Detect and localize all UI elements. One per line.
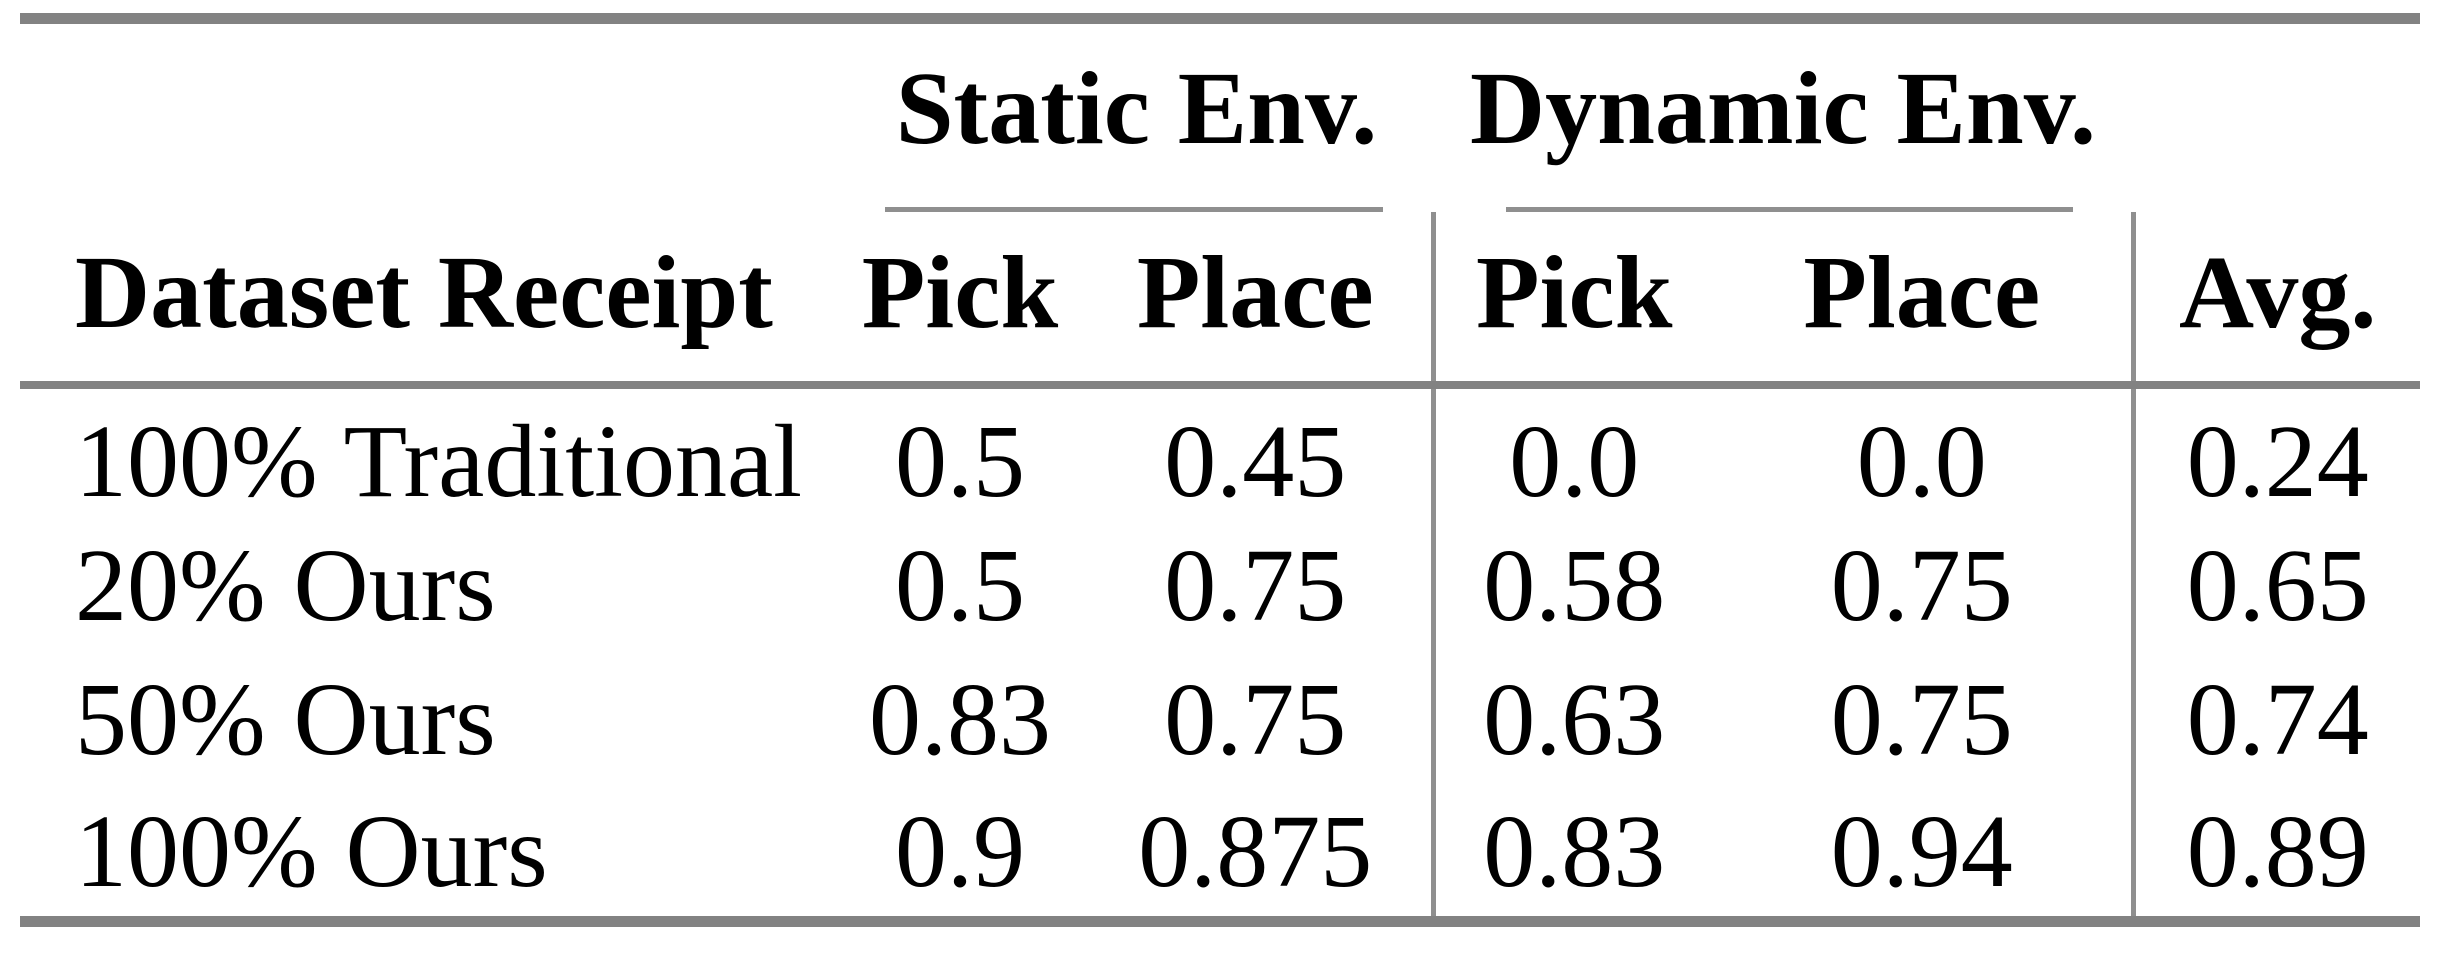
cell-dynamic-place: 0.75	[1830, 662, 2013, 778]
group-header-dynamic-env-cell: Dynamic Env.	[1433, 19, 2133, 213]
column-header-dynamic-place: Place	[1713, 212, 2133, 390]
table-row-20-ours: 20% Ours 0.5 0.75 0.58 0.75 0.65	[20, 519, 2420, 654]
results-table: Static Env. Dynamic Env. Dataset Receipt…	[20, 13, 2420, 927]
cell-avg: 0.65	[2130, 519, 2420, 654]
group-header-static-env-cell: Static Env.	[840, 19, 1433, 213]
group-header-dynamic-env: Dynamic Env.	[1469, 51, 2097, 166]
cell-static-place: 0.875	[1138, 793, 1373, 909]
column-header-avg: Avg.	[2130, 212, 2420, 390]
cell-dynamic-place: 0.75	[1830, 528, 2013, 644]
cell-dynamic-pick: 0.83	[1430, 787, 1713, 922]
cell-avg: 0.24	[2130, 385, 2420, 520]
dynamic-env-underline-rule	[1506, 207, 2073, 213]
column-header-row: Dataset Receipt Pick Place Pick Place Av…	[20, 212, 2420, 390]
group-header-row: Static Env. Dynamic Env.	[20, 19, 2420, 213]
cell-dynamic-place: 0.0	[1856, 404, 1987, 520]
row-label: 20% Ours	[75, 528, 496, 644]
cell-static-pick: 0.5	[895, 404, 1025, 520]
cell-static-pick: 0.5	[895, 528, 1025, 644]
cell-dynamic-pick: 0.63	[1430, 653, 1713, 788]
column-header-static-pick: Pick	[840, 212, 1080, 390]
row-label: 50% Ours	[75, 662, 496, 778]
table-row-50-ours: 50% Ours 0.83 0.75 0.63 0.75 0.74	[20, 653, 2420, 788]
paper-results-table-region: Static Env. Dynamic Env. Dataset Receipt…	[20, 13, 2420, 927]
cell-dynamic-pick: 0.0	[1430, 385, 1713, 520]
row-label: 100% Ours	[75, 793, 548, 909]
group-header-spacer	[20, 19, 840, 213]
cell-avg: 0.89	[2130, 787, 2420, 922]
row-label: 100% Traditional	[75, 404, 803, 520]
cell-dynamic-place: 0.94	[1830, 793, 2013, 909]
cell-static-pick: 0.83	[869, 662, 1051, 778]
cell-static-place: 0.75	[1164, 528, 1347, 644]
column-header-dynamic-pick: Pick	[1430, 212, 1713, 390]
column-header-static-place: Place	[1080, 212, 1433, 390]
cell-static-place: 0.45	[1164, 404, 1347, 520]
table-row-100-traditional: 100% Traditional 0.5 0.45 0.0 0.0 0.24	[20, 385, 2420, 520]
group-header-static-env: Static Env.	[895, 51, 1378, 166]
table-row-100-ours: 100% Ours 0.9 0.875 0.83 0.94 0.89	[20, 787, 2420, 922]
cell-dynamic-pick: 0.58	[1430, 519, 1713, 654]
column-header-dataset-receipt: Dataset Receipt	[20, 212, 840, 390]
cell-static-pick: 0.9	[895, 793, 1025, 909]
group-header-spacer	[2133, 19, 2420, 213]
cell-avg: 0.74	[2130, 653, 2420, 788]
static-env-underline-rule	[885, 207, 1383, 213]
cell-static-place: 0.75	[1164, 662, 1347, 778]
